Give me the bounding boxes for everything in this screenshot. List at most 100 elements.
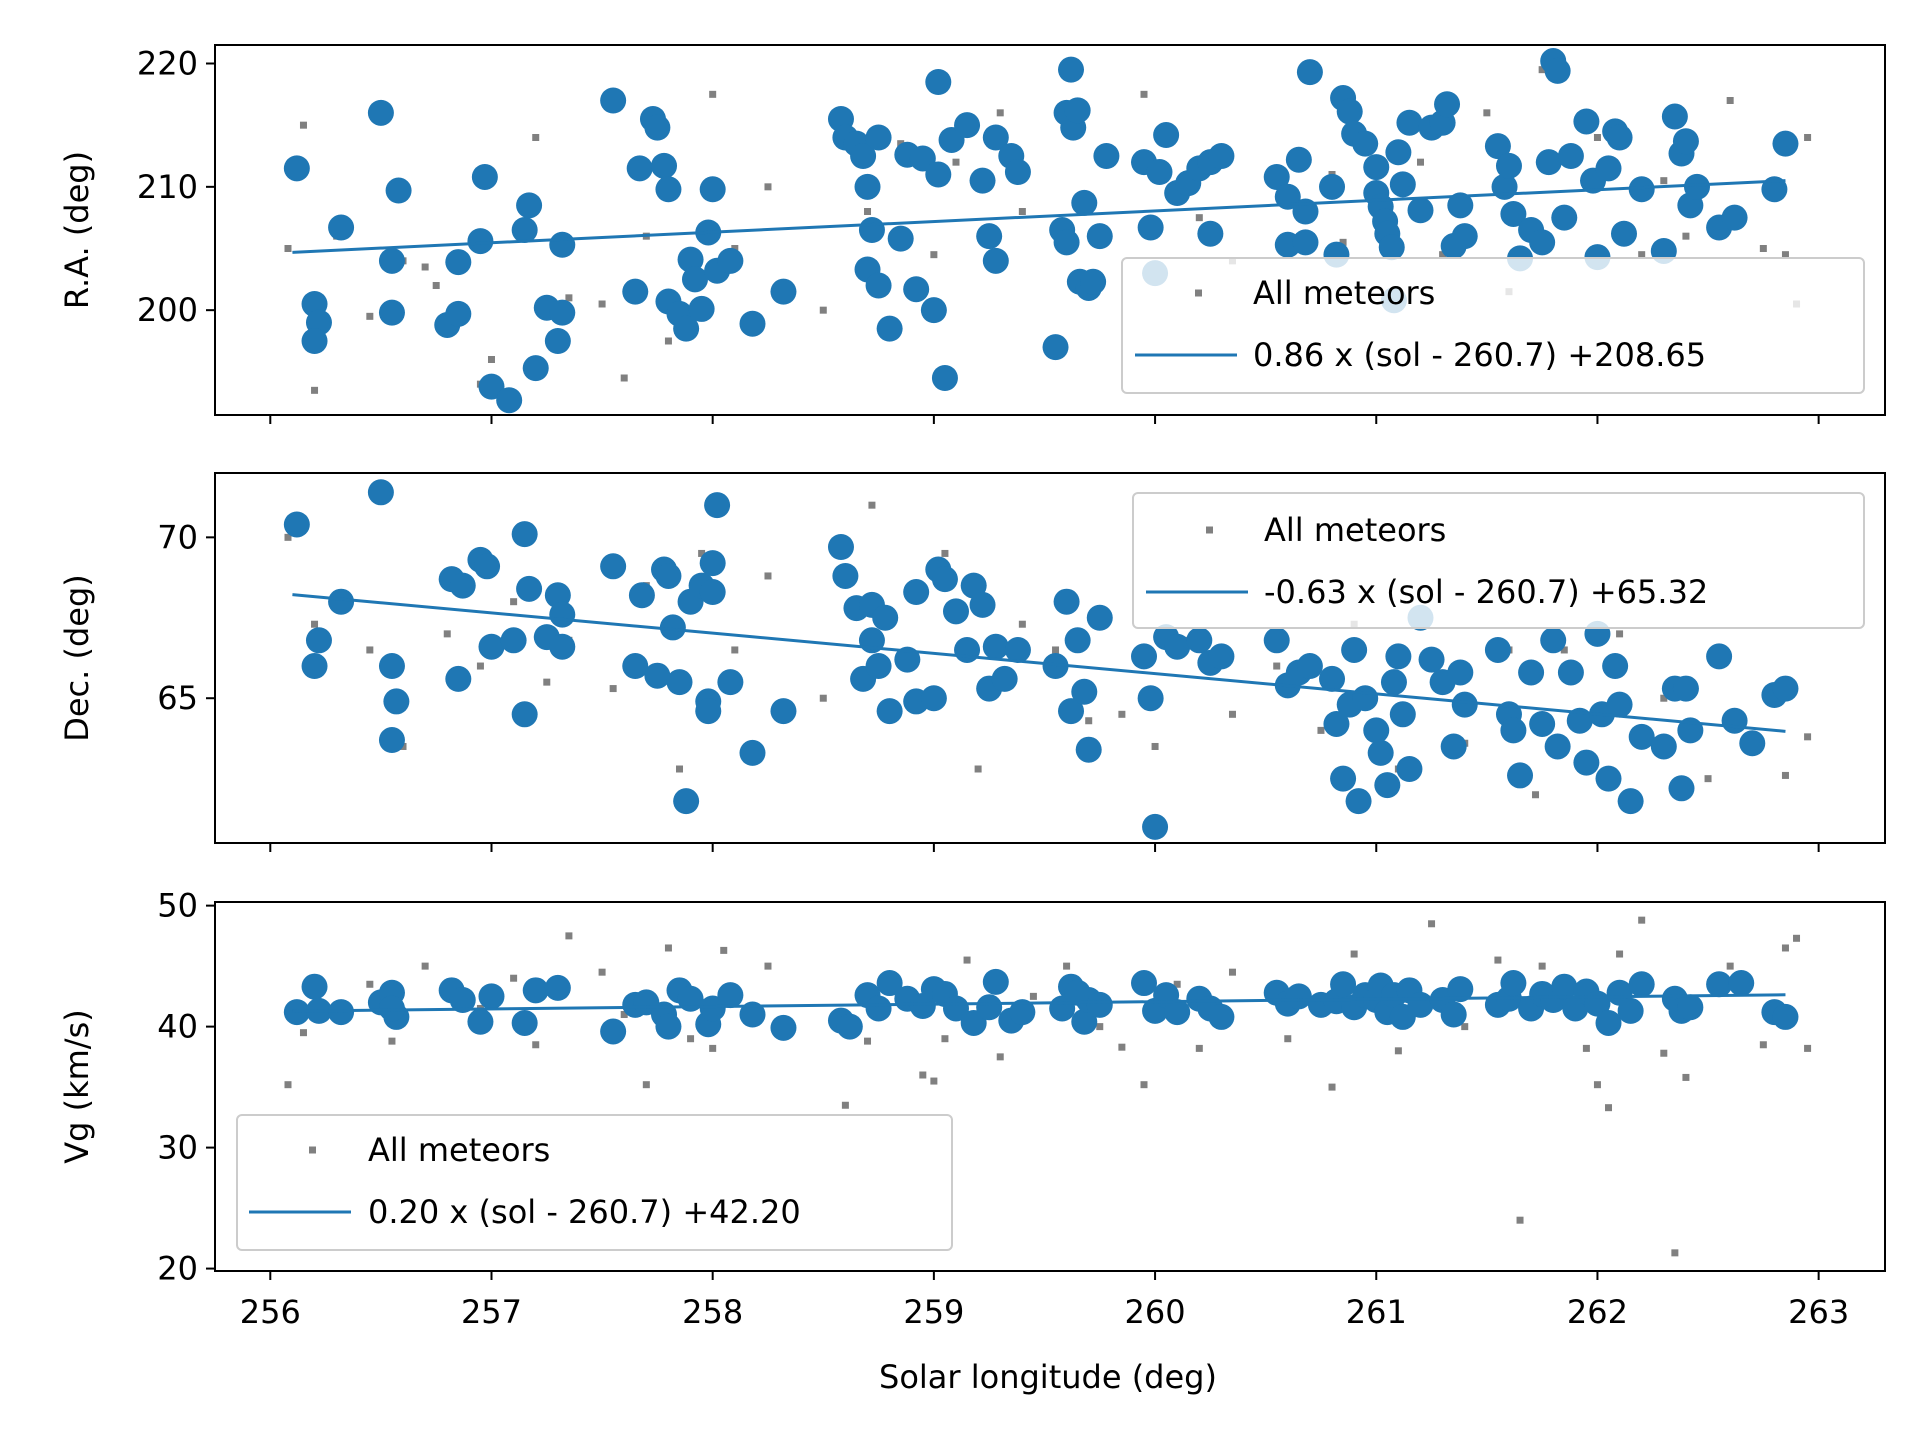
- vg-meteor-point: [1804, 1044, 1812, 1052]
- vg-selected-point: [1285, 983, 1312, 1010]
- ra-selected-point: [865, 124, 892, 151]
- vg-meteor-point: [1428, 920, 1436, 928]
- ra-meteor-point: [764, 183, 772, 191]
- vg-meteor-point: [388, 1037, 396, 1045]
- ra-selected-point: [1628, 176, 1655, 203]
- dec-selected-point: [1507, 762, 1534, 789]
- vg-selected-point: [1628, 971, 1655, 998]
- ra-selected-point: [920, 297, 947, 324]
- ra-selected-point: [858, 217, 885, 243]
- ra-selected-point: [1086, 223, 1113, 250]
- dec-selected-point: [1374, 772, 1401, 799]
- dec-meteor-point: [543, 678, 551, 686]
- ra-selected-point: [909, 145, 936, 172]
- vg-selected-point: [449, 986, 476, 1013]
- dec-selected-point: [445, 665, 472, 692]
- ra-selected-point: [1500, 200, 1527, 227]
- vg-selected-point: [544, 974, 571, 1001]
- dec-meteor-point: [731, 646, 739, 654]
- ra-selected-point: [1058, 56, 1085, 83]
- dec-selected-point: [695, 698, 722, 725]
- dec-selected-point: [1053, 588, 1080, 615]
- dec-selected-point: [367, 479, 394, 506]
- ra-selected-point: [1042, 334, 1069, 361]
- vg-selected-point: [1009, 999, 1036, 1026]
- ra-selected-point: [1407, 197, 1434, 224]
- ra-meteor-point: [565, 294, 573, 302]
- ra-fit-line: [292, 179, 1786, 254]
- dec-selected-point: [1352, 685, 1379, 712]
- dec-selected-point: [1137, 685, 1164, 712]
- ra-meteor-point: [299, 121, 307, 129]
- dec-selected-point: [1064, 627, 1091, 654]
- ra-meteor-point: [598, 300, 606, 308]
- ra-selected-point: [1208, 143, 1235, 169]
- dec-selected-point: [739, 739, 766, 766]
- ra-selected-point: [516, 192, 543, 219]
- dec-selected-point: [1451, 691, 1478, 718]
- ra-selected-point: [1263, 163, 1290, 190]
- vg-meteor-point: [1173, 980, 1181, 988]
- dec-selected-point: [1617, 788, 1644, 815]
- vg-meteor-point: [510, 974, 518, 982]
- panel-ra: 200 210 220 R.A. (deg) All meteors 0.86 x …: [58, 44, 1886, 424]
- vg-legend: All meteors 0.20 x (sol - 260.7) +42.20: [236, 1114, 953, 1251]
- ra-selected-point: [1137, 214, 1164, 241]
- ra-legend-box: [1121, 257, 1865, 394]
- vg-y-tick-label: 30: [157, 1129, 198, 1167]
- ra-selected-point: [445, 300, 472, 327]
- dec-selected-point: [622, 653, 649, 680]
- dec-selected-point: [655, 562, 682, 589]
- vg-selected-point: [1551, 973, 1578, 1000]
- ra-selected-point: [600, 87, 627, 114]
- vg-axis-ticks: 256 257 258 259 260 261 262 263 20 30 40 50: [157, 887, 1849, 1331]
- vg-meteor-point: [620, 1011, 628, 1019]
- dec-selected-point: [1323, 710, 1350, 737]
- dec-meteor-point: [609, 685, 617, 693]
- ra-selected-point: [1484, 133, 1511, 160]
- dec-selected-point: [378, 727, 405, 754]
- dec-selected-point: [954, 636, 981, 663]
- ra-selected-point: [549, 299, 576, 326]
- ra-selected-point: [1378, 234, 1405, 261]
- vg-meteor-point: [1781, 944, 1789, 952]
- dec-selected-point: [1418, 646, 1445, 673]
- dec-meteor-point: [1118, 710, 1126, 718]
- dec-legend-meteors-label: All meteors: [1264, 511, 1446, 549]
- dec-legend: All meteors -0.63 x (sol - 260.7) +65.32: [1132, 492, 1865, 629]
- ra-selected-point: [471, 163, 498, 190]
- ra-selected-point: [1319, 173, 1346, 200]
- dec-selected-point: [969, 591, 996, 618]
- ra-selected-point: [445, 249, 472, 276]
- dec-selected-point: [1071, 678, 1098, 705]
- dec-meteor-point: [764, 572, 772, 580]
- dec-selected-point: [1573, 749, 1600, 776]
- dec-selected-point: [1650, 733, 1677, 760]
- ra-meteor-point: [1726, 97, 1734, 104]
- ra-y-tick-label: 200: [137, 291, 198, 329]
- ra-meteor-point: [432, 282, 440, 289]
- dec-selected-point: [328, 588, 355, 615]
- x-tick-label: 257: [461, 1293, 522, 1331]
- dec-selected-point: [931, 566, 958, 593]
- ra-axis-ticks: 200 210 220: [137, 45, 1820, 424]
- dec-legend-fit-label: -0.63 x (sol - 260.7) +65.32: [1264, 573, 1708, 611]
- ra-selected-point: [544, 328, 571, 354]
- ra-selected-point: [1451, 223, 1478, 250]
- dec-meteor-point: [284, 533, 292, 541]
- ra-selected-point: [925, 161, 952, 188]
- vg-selected-point: [301, 973, 328, 1000]
- vg-meteor-point: [421, 962, 429, 970]
- ra-meteor-point: [1195, 214, 1203, 222]
- dec-meteor-point: [311, 620, 319, 628]
- dec-selected-point: [1389, 701, 1416, 728]
- ra-selected-point: [367, 99, 394, 126]
- vg-plot-marks: [283, 916, 1812, 1257]
- ra-selected-point: [1595, 155, 1622, 182]
- ra-meteor-point: [1018, 208, 1026, 215]
- vg-meteor-point: [1284, 1035, 1292, 1043]
- dec-selected-point: [549, 601, 576, 628]
- vg-meteor-point: [284, 1081, 292, 1089]
- vg-legend-box: [236, 1114, 953, 1251]
- ra-selected-point: [976, 223, 1003, 250]
